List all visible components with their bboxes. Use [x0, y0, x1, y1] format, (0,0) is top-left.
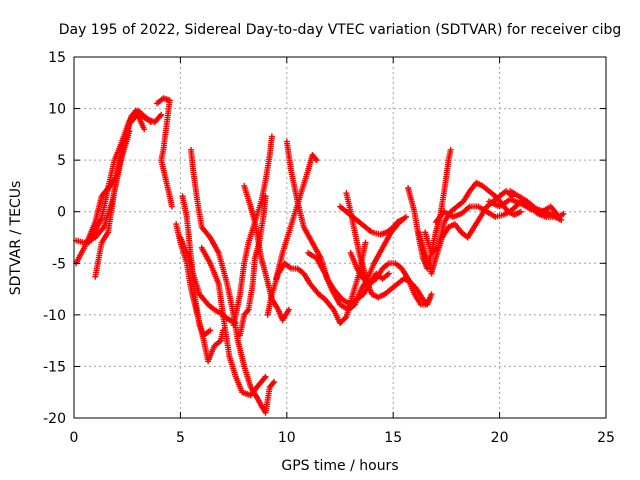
- axis-ticks: 0 5 10 15 20 25 -20 -15 -10 -5 0 5 10 15: [43, 50, 615, 446]
- x-tick-label: 25: [597, 430, 615, 446]
- data-point: [402, 213, 409, 220]
- data-point: [385, 270, 392, 277]
- series-sat-t: [347, 249, 433, 308]
- data-point: [398, 216, 405, 223]
- data-point: [271, 378, 278, 385]
- y-tick-label: 10: [48, 102, 66, 118]
- data-point: [262, 373, 269, 380]
- data-point: [285, 306, 292, 313]
- series-sat-h: [177, 234, 239, 327]
- series-sat-r: [337, 203, 405, 238]
- data-point: [262, 193, 269, 200]
- x-tick-label: 0: [70, 430, 79, 446]
- series-sat-i: [188, 146, 278, 416]
- series-sat-e: [153, 95, 175, 210]
- x-tick-label: 20: [491, 430, 509, 446]
- x-tick-label: 10: [278, 430, 296, 446]
- series-sat-q: [305, 213, 409, 313]
- series-sat-m: [241, 182, 292, 324]
- grid: [74, 57, 606, 418]
- data-point: [126, 128, 133, 135]
- y-tick-label: -5: [52, 256, 66, 272]
- data-point: [425, 297, 432, 304]
- series-sat-o: [273, 151, 320, 282]
- data-point: [313, 157, 320, 164]
- y-tick-label: 15: [48, 50, 66, 66]
- data-point: [158, 111, 165, 118]
- data-point: [428, 291, 435, 298]
- series-sat-v: [415, 188, 516, 277]
- data-point: [558, 216, 565, 223]
- series-sat-j: [198, 244, 269, 399]
- data-point: [147, 118, 154, 125]
- data-point: [141, 126, 148, 133]
- data-point: [447, 146, 454, 153]
- data-point: [207, 327, 214, 334]
- y-tick-label: -10: [43, 308, 66, 324]
- data-point: [269, 380, 276, 387]
- series-sat-p: [283, 138, 392, 308]
- y-tick-label: -15: [43, 359, 66, 375]
- data-point: [312, 155, 319, 162]
- series-sat-g: [179, 193, 214, 339]
- data-point: [268, 133, 275, 140]
- data-point: [426, 296, 433, 303]
- data-point: [556, 213, 563, 220]
- series-sat-z: [485, 196, 563, 220]
- data-points: [73, 95, 567, 416]
- series-sat-w: [422, 179, 524, 256]
- chart-title: Day 195 of 2022, Sidereal Day-to-day VTE…: [59, 22, 622, 38]
- data-point: [244, 307, 251, 314]
- y-axis-label: SDTVAR / TECUs: [8, 181, 24, 296]
- data-point: [342, 315, 349, 322]
- y-tick-label: -20: [43, 411, 66, 427]
- y-tick-label: 5: [57, 153, 66, 169]
- data-point: [168, 203, 175, 210]
- x-axis-label: GPS time / hours: [281, 458, 398, 474]
- data-point: [362, 239, 369, 246]
- series-sat-d: [92, 128, 133, 280]
- x-tick-label: 5: [176, 430, 185, 446]
- x-tick-label: 15: [384, 430, 402, 446]
- plot-frame: [73, 56, 607, 419]
- data-point: [560, 210, 567, 217]
- data-point: [517, 208, 524, 215]
- y-tick-label: 0: [57, 205, 66, 221]
- series-sat-s: [343, 190, 435, 308]
